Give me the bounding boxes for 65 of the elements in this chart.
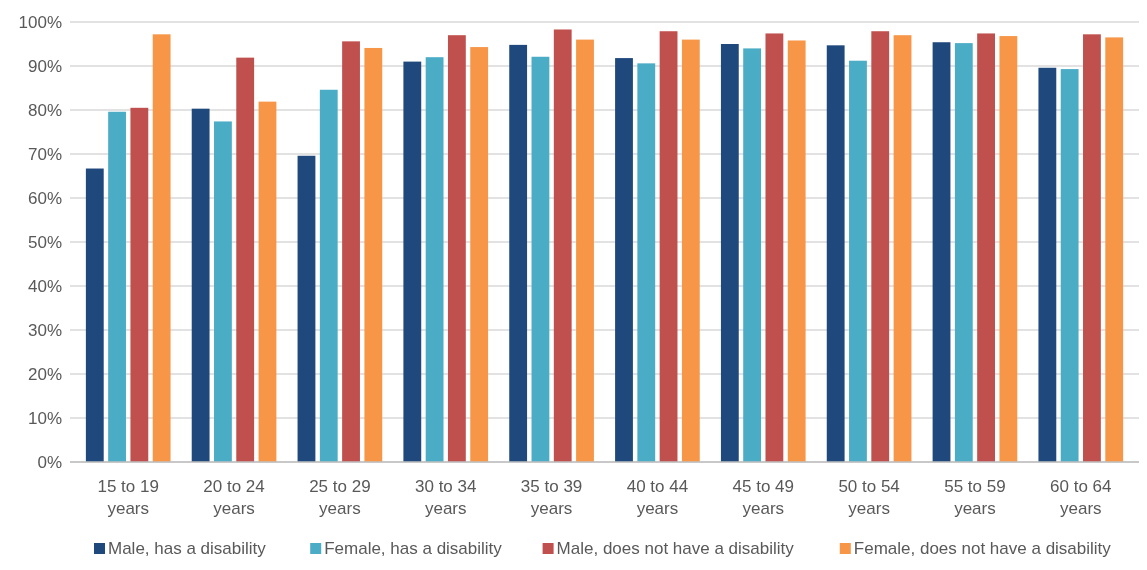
bar	[954, 43, 973, 462]
bar	[297, 155, 316, 462]
bar	[509, 44, 528, 462]
y-tick-label: 70%	[27, 144, 62, 164]
x-tick-label: 20 to 24 years	[203, 477, 265, 519]
bar	[615, 58, 633, 462]
x-tick-label: 60 to 64 years	[1050, 477, 1112, 519]
y-tick-label: 0%	[37, 452, 62, 472]
y-tick-label: 90%	[27, 56, 62, 76]
bar	[130, 107, 149, 462]
bar	[1038, 67, 1057, 462]
bar	[977, 33, 995, 462]
y-tick-label: 80%	[27, 100, 62, 120]
bar	[258, 101, 277, 462]
bar	[108, 111, 126, 462]
legend-label: Female, has a disability	[324, 539, 503, 558]
bar	[319, 89, 338, 462]
bar	[893, 35, 912, 462]
bar	[999, 36, 1018, 462]
legend-label: Male, does not have a disability	[556, 539, 795, 558]
bar	[152, 34, 171, 462]
bar	[214, 121, 232, 462]
bar	[470, 47, 489, 462]
bar	[787, 40, 806, 462]
x-tick-label: 25 to 29 years	[309, 477, 371, 519]
bar	[85, 168, 104, 462]
bar	[342, 41, 360, 462]
bar	[932, 42, 951, 462]
bar	[765, 33, 784, 462]
y-tick-label: 50%	[27, 232, 62, 252]
y-tick-label: 40%	[27, 276, 62, 296]
bar	[425, 57, 444, 462]
bar	[1083, 34, 1101, 462]
legend-label: Male, has a disability	[108, 539, 267, 558]
bar	[637, 63, 656, 462]
x-tick-label: 55 to 59 years	[944, 477, 1006, 519]
bar	[681, 39, 700, 462]
bar	[236, 57, 255, 462]
bar	[743, 48, 762, 462]
y-tick-label: 60%	[27, 188, 62, 208]
bar	[849, 60, 867, 462]
x-tick-label: 40 to 44 years	[626, 477, 689, 519]
bar	[576, 39, 594, 462]
y-tick-label: 100%	[18, 12, 62, 32]
bar	[1105, 37, 1124, 462]
bar	[447, 35, 466, 462]
x-tick-label: 50 to 54 years	[838, 477, 900, 519]
legend-label: Female, does not have a disability	[853, 539, 1112, 558]
bar	[403, 61, 422, 462]
x-tick-label: 45 to 49 years	[732, 477, 794, 519]
bar	[1060, 69, 1079, 462]
x-tick-label: 30 to 34 years	[415, 477, 477, 519]
bar	[826, 45, 845, 462]
bar	[191, 108, 210, 462]
bar	[871, 31, 890, 462]
bar	[553, 29, 572, 462]
bar	[720, 44, 739, 462]
bar	[659, 31, 678, 462]
x-tick-label: 15 to 19 years	[97, 477, 159, 519]
y-tick-label: 30%	[27, 320, 62, 340]
bar	[531, 56, 550, 462]
x-tick-label: 35 to 39 years	[520, 477, 583, 519]
y-tick-label: 20%	[27, 364, 62, 384]
y-tick-label: 10%	[27, 408, 62, 428]
bar	[364, 47, 383, 462]
